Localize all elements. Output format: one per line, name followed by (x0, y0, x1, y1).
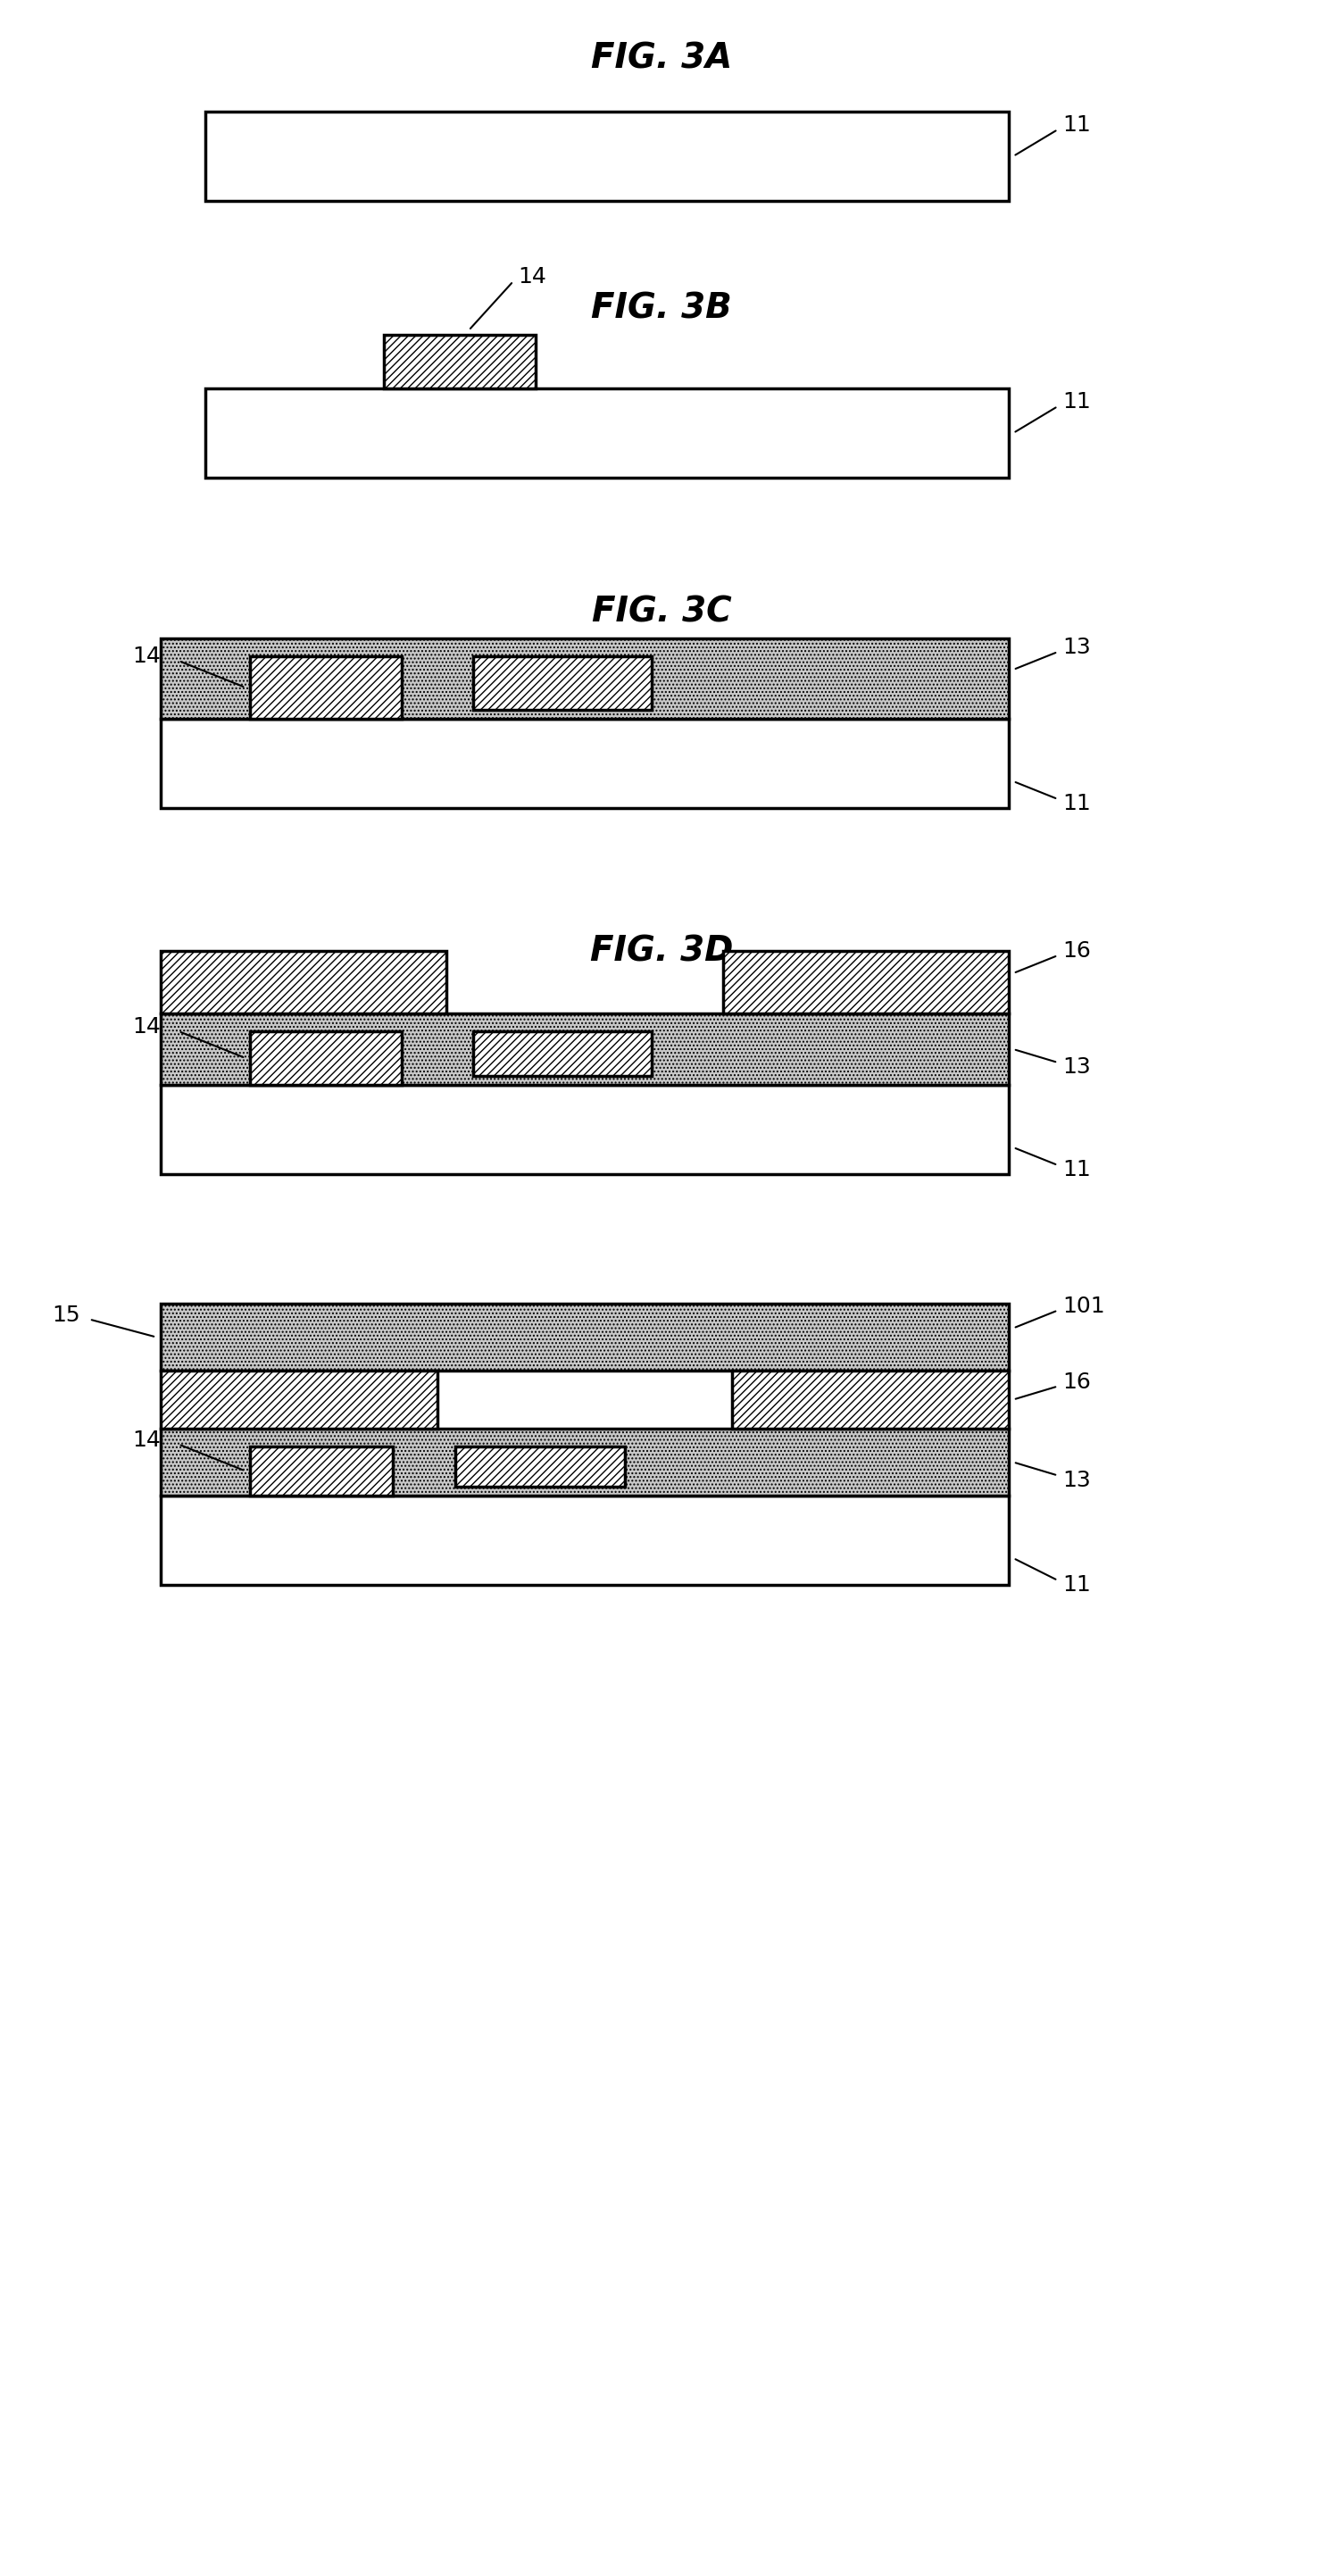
FancyBboxPatch shape (160, 639, 1008, 719)
FancyBboxPatch shape (384, 335, 536, 389)
FancyBboxPatch shape (160, 1430, 1008, 1497)
Text: FIG. 3C: FIG. 3C (591, 595, 732, 629)
FancyBboxPatch shape (205, 111, 1008, 201)
FancyBboxPatch shape (732, 1370, 1008, 1430)
FancyBboxPatch shape (160, 1370, 438, 1430)
Text: 11: 11 (1062, 1159, 1090, 1180)
Text: 13: 13 (1062, 1468, 1090, 1492)
FancyBboxPatch shape (250, 1030, 402, 1084)
Text: 13: 13 (1062, 636, 1090, 657)
Text: 14: 14 (132, 647, 160, 667)
Text: 11: 11 (1062, 392, 1090, 412)
Text: 14: 14 (132, 1015, 160, 1038)
Text: 11: 11 (1062, 113, 1090, 137)
FancyBboxPatch shape (160, 1012, 1008, 1084)
FancyBboxPatch shape (724, 951, 1008, 1012)
FancyBboxPatch shape (160, 719, 1008, 809)
Text: FIG. 3E: FIG. 3E (593, 1327, 730, 1360)
FancyBboxPatch shape (205, 389, 1008, 477)
FancyBboxPatch shape (455, 1448, 624, 1486)
Text: FIG. 3A: FIG. 3A (591, 41, 732, 75)
Text: 13: 13 (1062, 1056, 1090, 1077)
Text: FIG. 3B: FIG. 3B (591, 291, 732, 325)
Text: 14: 14 (132, 1430, 160, 1450)
FancyBboxPatch shape (160, 951, 446, 1012)
FancyBboxPatch shape (160, 1497, 1008, 1584)
Text: 16: 16 (1062, 940, 1090, 961)
Text: 11: 11 (1062, 1574, 1090, 1595)
FancyBboxPatch shape (474, 1030, 652, 1077)
FancyBboxPatch shape (474, 657, 652, 711)
Text: 16: 16 (1062, 1370, 1090, 1394)
FancyBboxPatch shape (160, 1084, 1008, 1175)
Text: 14: 14 (517, 265, 546, 289)
FancyBboxPatch shape (250, 1448, 393, 1497)
FancyBboxPatch shape (250, 657, 402, 719)
Text: FIG. 3D: FIG. 3D (590, 935, 733, 969)
Text: 15: 15 (52, 1303, 81, 1327)
FancyBboxPatch shape (160, 1303, 1008, 1370)
Text: 101: 101 (1062, 1296, 1105, 1316)
Text: 11: 11 (1062, 793, 1090, 814)
